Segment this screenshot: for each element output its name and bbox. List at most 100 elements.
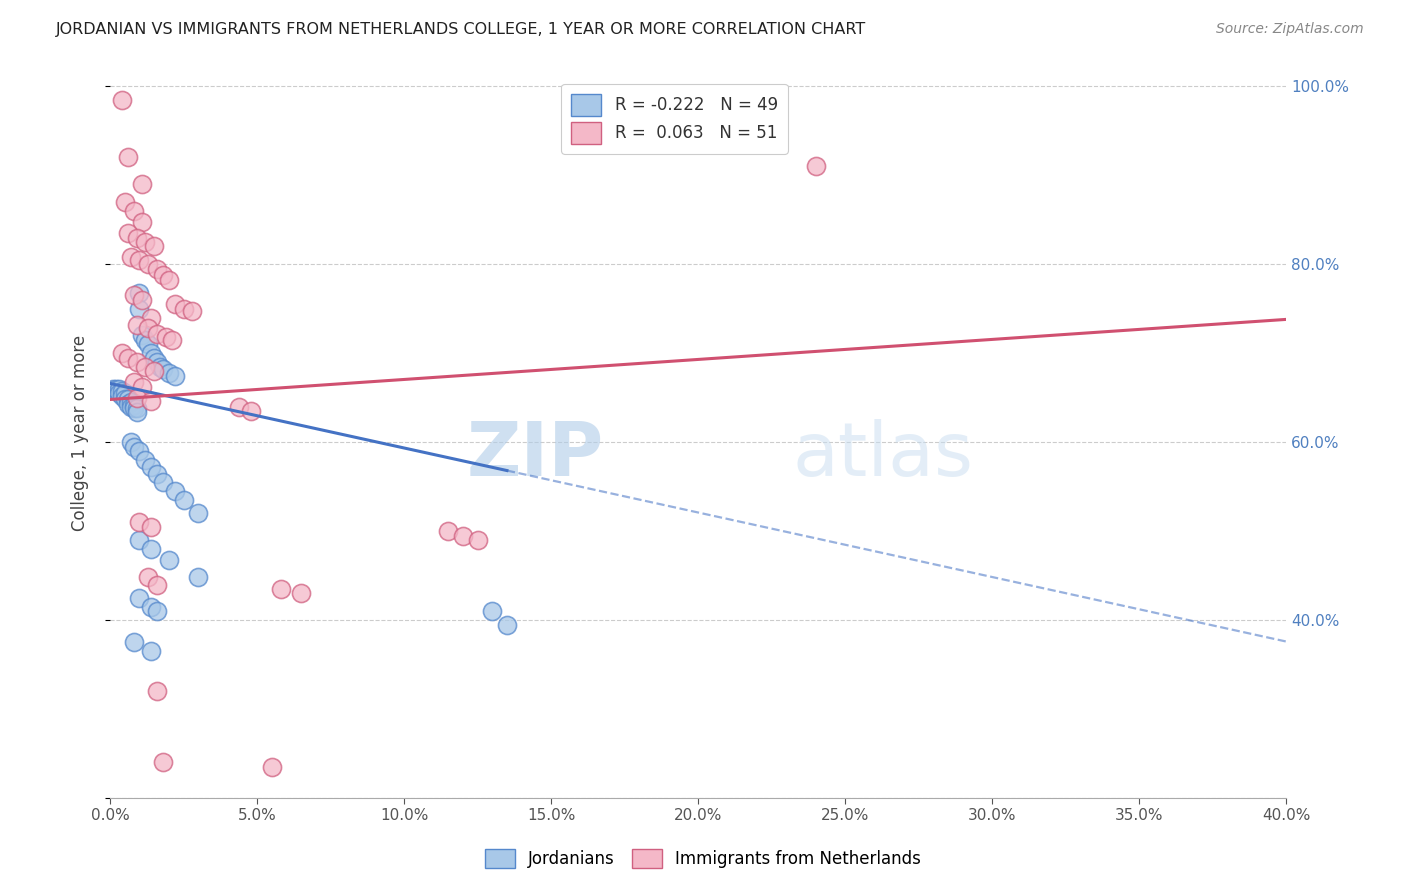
Point [120,435,142,450]
Point [481,604,503,618]
Point [114,194,136,209]
Text: ZIP: ZIP [467,418,605,491]
Point [101,382,124,396]
Point [117,226,139,240]
Point [146,684,169,698]
Point [125,355,148,369]
Point [152,362,174,376]
Point [134,359,156,374]
Point [136,321,159,335]
Point [141,346,163,360]
Point [163,297,186,311]
Point [181,303,204,318]
Point [125,401,148,416]
Point [122,401,145,416]
Point [117,392,139,407]
Point [111,384,134,398]
Point [157,366,180,380]
Point [117,351,139,365]
Point [125,391,148,405]
Point [131,328,153,343]
Y-axis label: College, 1 year or more: College, 1 year or more [72,335,89,532]
Point [114,386,136,401]
Point [104,382,127,396]
Point [122,440,145,454]
Point [122,375,145,389]
Point [270,582,292,596]
Point [141,310,163,325]
Point [141,541,163,556]
Point [125,405,148,419]
Point [163,369,186,384]
Point [240,404,263,418]
Point [157,552,180,566]
Point [437,524,460,538]
Point [152,756,174,770]
Point [141,519,163,533]
Point [152,475,174,490]
Point [146,261,169,276]
Point [467,533,489,547]
Point [160,333,183,347]
Point [111,389,134,403]
Point [128,285,150,300]
Point [141,644,163,658]
Point [125,230,148,244]
Point [228,400,250,414]
Point [122,398,145,412]
Point [136,257,159,271]
Point [152,268,174,282]
Point [108,382,131,396]
Point [157,273,180,287]
Point [131,293,153,307]
Point [290,586,312,600]
Point [108,386,131,401]
Point [173,493,195,508]
Point [143,351,166,365]
Legend: R = -0.222   N = 49, R =  0.063   N = 51: R = -0.222 N = 49, R = 0.063 N = 51 [561,84,787,153]
Point [143,364,166,378]
Point [111,93,134,107]
Point [260,760,283,774]
Point [128,301,150,316]
Point [163,484,186,499]
Point [117,397,139,411]
Point [117,151,139,165]
Point [114,392,136,407]
Point [149,359,172,374]
Point [122,635,145,649]
Point [128,533,150,547]
Point [125,318,148,332]
Point [120,400,142,414]
Point [146,326,169,341]
Legend: Jordanians, Immigrants from Netherlands: Jordanians, Immigrants from Netherlands [478,842,928,875]
Point [131,214,153,228]
Point [128,515,150,529]
Point [141,394,163,409]
Point [146,467,169,482]
Point [128,591,150,605]
Point [120,250,142,264]
Point [111,346,134,360]
Point [496,617,519,632]
Point [141,460,163,475]
Point [143,239,166,253]
Point [173,301,195,316]
Text: Source: ZipAtlas.com: Source: ZipAtlas.com [1216,22,1364,37]
Point [187,570,209,584]
Point [131,380,153,394]
Point [128,444,150,458]
Point [451,528,474,542]
Point [131,177,153,191]
Point [136,337,159,351]
Point [136,570,159,584]
Point [146,604,169,618]
Point [128,252,150,267]
Point [122,288,145,302]
Point [146,355,169,369]
Point [134,453,156,467]
Point [134,333,156,347]
Point [146,577,169,591]
Point [122,203,145,218]
Point [141,599,163,614]
